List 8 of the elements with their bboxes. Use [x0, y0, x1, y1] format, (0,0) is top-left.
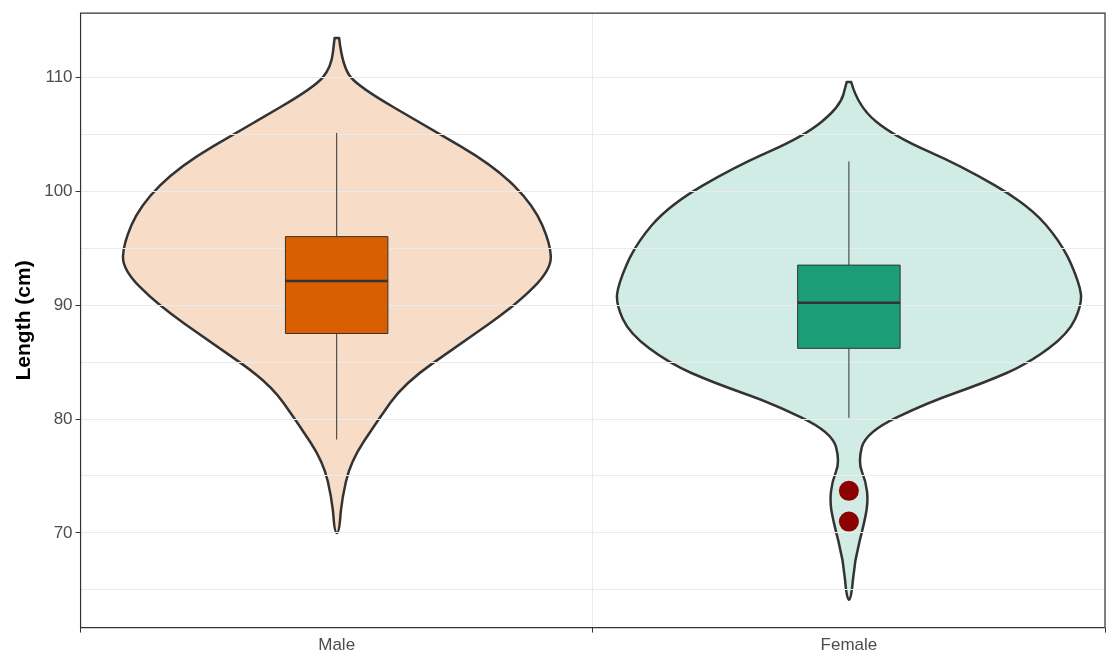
- y-tick-label: 80: [53, 408, 73, 428]
- y-tick-label: 90: [53, 294, 73, 314]
- y-axis-title: Length (cm): [11, 260, 35, 381]
- y-tick-label: 100: [44, 180, 73, 200]
- y-tick-label: 70: [53, 522, 73, 542]
- x-tick-label: Female: [820, 635, 878, 655]
- y-tick-label: 110: [45, 66, 73, 86]
- x-tick-label: Male: [318, 635, 356, 655]
